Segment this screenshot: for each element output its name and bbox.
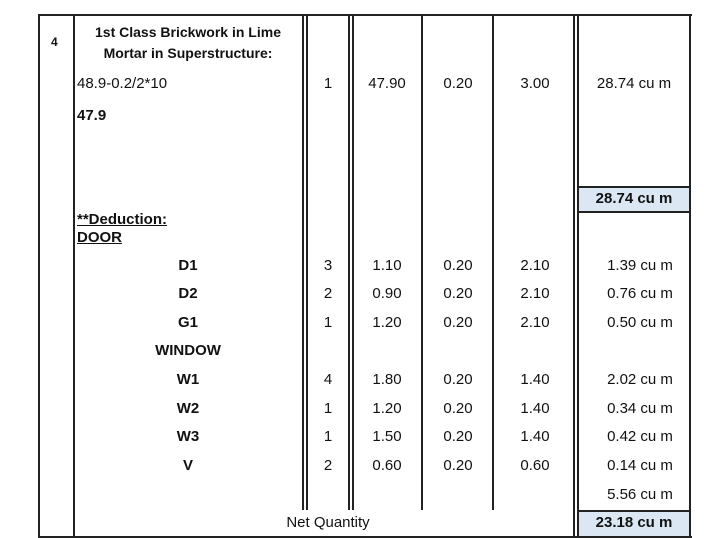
height: 3.00: [520, 75, 550, 92]
length: 0.60: [372, 457, 402, 474]
column-line: [38, 14, 40, 538]
column-line: [302, 14, 304, 510]
nos: 4: [323, 371, 333, 388]
breadth: 0.20: [443, 428, 473, 445]
window-heading: WINDOW: [155, 342, 221, 359]
net-label: Net Quantity: [286, 514, 370, 531]
length: 1.80: [372, 371, 402, 388]
breadth: 0.20: [443, 75, 473, 92]
nos: 1: [323, 314, 333, 331]
nos: 1: [323, 75, 333, 92]
deduction-heading: **Deduction:: [77, 211, 167, 228]
height: 2.10: [520, 285, 550, 302]
nos: 2: [323, 285, 333, 302]
door-heading: DOOR: [77, 229, 122, 246]
subtotal-box: [577, 186, 691, 213]
length: 0.90: [372, 285, 402, 302]
length: 1.10: [372, 257, 402, 274]
row-label: W1: [176, 371, 200, 388]
length: 1.20: [372, 314, 402, 331]
title-line: Mortar in Superstructure:: [103, 45, 273, 61]
height: 1.40: [520, 371, 550, 388]
height: 0.60: [520, 457, 550, 474]
subtotal: 28.74 cu m: [595, 190, 673, 207]
nos: 1: [323, 400, 333, 417]
quantity: 0.14 cu m: [607, 457, 673, 474]
row-label: G1: [177, 314, 199, 331]
quantity: 28.74 cu m: [596, 75, 672, 92]
item-number: 4: [51, 35, 58, 49]
row-label: D1: [178, 257, 198, 274]
breadth: 0.20: [443, 285, 473, 302]
length: 1.20: [372, 400, 402, 417]
column-line: [573, 14, 575, 538]
breadth: 0.20: [443, 314, 473, 331]
calc-result: 47.9: [77, 107, 107, 124]
deduction-total: 5.56 cu m: [607, 486, 673, 503]
breadth: 0.20: [443, 371, 473, 388]
quantity: 0.50 cu m: [607, 314, 673, 331]
quantity: 0.76 cu m: [607, 285, 673, 302]
top-border: [38, 14, 692, 16]
row-label: V: [182, 457, 194, 474]
height: 1.40: [520, 400, 550, 417]
breadth: 0.20: [443, 257, 473, 274]
nos: 1: [323, 428, 333, 445]
bottom-border: [38, 536, 692, 538]
column-line: [348, 14, 350, 510]
height: 1.40: [520, 428, 550, 445]
height: 2.10: [520, 257, 550, 274]
column-line: [421, 14, 423, 510]
quantity: 0.42 cu m: [607, 428, 673, 445]
column-line: [306, 14, 308, 510]
quantity: 1.39 cu m: [607, 257, 673, 274]
breadth: 0.20: [443, 400, 473, 417]
column-line: [73, 14, 75, 538]
length: 1.50: [372, 428, 402, 445]
column-line: [352, 14, 354, 510]
title-line: 1st Class Brickwork in Lime: [95, 24, 281, 40]
nos: 3: [323, 257, 333, 274]
row-label: D2: [178, 285, 198, 302]
row-label: W2: [176, 400, 200, 417]
column-line: [492, 14, 494, 510]
quantity: 0.34 cu m: [607, 400, 673, 417]
row-label: W3: [176, 428, 200, 445]
net-quantity-box: [577, 510, 691, 538]
column-line: [577, 14, 579, 538]
height: 2.10: [520, 314, 550, 331]
net-quantity: 23.18 cu m: [595, 514, 673, 531]
nos: 2: [323, 457, 333, 474]
length: 47.90: [368, 75, 406, 92]
column-line: [689, 14, 691, 538]
breadth: 0.20: [443, 457, 473, 474]
quantity: 2.02 cu m: [607, 371, 673, 388]
calculation: 48.9-0.2/2*10: [77, 75, 168, 92]
